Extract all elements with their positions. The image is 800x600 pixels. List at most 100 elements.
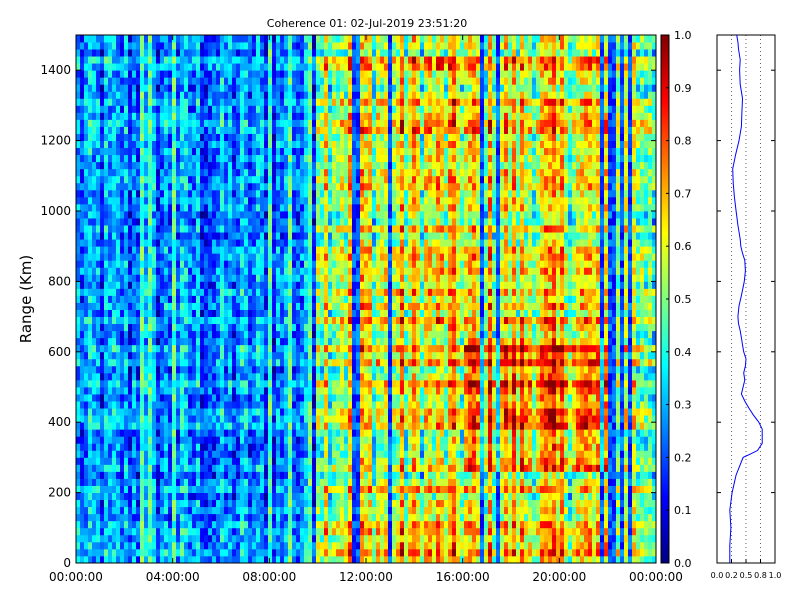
- heatmap-cell: [112, 175, 117, 184]
- heatmap-cell: [312, 260, 317, 268]
- heatmap-cell: [176, 70, 181, 78]
- heatmap-cell: [124, 91, 129, 99]
- heatmap-cell: [268, 70, 273, 78]
- heatmap-cell: [200, 520, 205, 529]
- heatmap-cell: [76, 260, 81, 268]
- heatmap-cell: [232, 358, 237, 367]
- heatmap-cell: [280, 351, 285, 360]
- heatmap-cell: [288, 534, 293, 543]
- heatmap-cell: [236, 527, 241, 536]
- heatmap-cell: [120, 126, 125, 134]
- heatmap-cell: [188, 436, 193, 444]
- heatmap-cell: [240, 253, 245, 261]
- heatmap-cell: [168, 112, 173, 120]
- heatmap-cell: [152, 42, 157, 50]
- heatmap-cell: [236, 225, 241, 233]
- heatmap-cell: [228, 555, 233, 564]
- heatmap-cell: [84, 126, 89, 134]
- heatmap-cell: [216, 168, 221, 177]
- heatmap-cell: [172, 358, 177, 367]
- heatmap-cell: [312, 513, 317, 522]
- heatmap-cell: [156, 337, 161, 346]
- heatmap-cell: [256, 295, 261, 303]
- heatmap-cell: [332, 161, 337, 170]
- heatmap-cell: [248, 147, 253, 156]
- heatmap-cell: [240, 506, 245, 515]
- heatmap-cell: [316, 42, 321, 50]
- heatmap-cell: [268, 189, 273, 198]
- heatmap-cell: [152, 267, 157, 275]
- heatmap-cell: [108, 302, 113, 310]
- heatmap-cell: [180, 401, 185, 409]
- heatmap-cell: [168, 534, 173, 543]
- heatmap-cell: [160, 344, 165, 353]
- heatmap-cell: [180, 492, 185, 501]
- heatmap-cell: [112, 161, 117, 170]
- heatmap-cell: [100, 182, 105, 191]
- heatmap-cell: [132, 499, 137, 508]
- heatmap-cell: [228, 309, 233, 317]
- heatmap-cell: [172, 49, 177, 57]
- heatmap-cell: [320, 295, 325, 303]
- heatmap-cell: [308, 84, 313, 92]
- heatmap-cell: [76, 337, 81, 346]
- heatmap-cell: [96, 541, 101, 550]
- heatmap-cell: [112, 541, 117, 550]
- heatmap-cell: [232, 401, 237, 409]
- heatmap-cell: [304, 232, 309, 240]
- heatmap-cell: [244, 394, 249, 402]
- heatmap-cell: [224, 274, 229, 282]
- heatmap-cell: [220, 253, 225, 261]
- heatmap-cell: [152, 492, 157, 501]
- heatmap-cell: [148, 295, 153, 303]
- heatmap-cell: [328, 520, 333, 529]
- heatmap-cell: [156, 91, 161, 99]
- heatmap-cell: [176, 126, 181, 134]
- heatmap-cell: [328, 49, 333, 57]
- heatmap-cell: [208, 140, 213, 149]
- heatmap-cell: [240, 246, 245, 254]
- heatmap-cell: [144, 464, 149, 472]
- heatmap-cell: [276, 77, 281, 85]
- heatmap-cell: [168, 189, 173, 198]
- heatmap-cell: [172, 436, 177, 444]
- heatmap-cell: [216, 295, 221, 303]
- heatmap-cell: [180, 281, 185, 289]
- heatmap-cell: [100, 443, 105, 451]
- heatmap-cell: [316, 112, 321, 120]
- heatmap-cell: [248, 267, 253, 275]
- heatmap-cell: [124, 253, 129, 261]
- heatmap-cell: [212, 56, 217, 64]
- heatmap-cell: [104, 436, 109, 444]
- heatmap-cell: [296, 394, 301, 402]
- heatmap-cell: [92, 133, 97, 141]
- heatmap-cell: [300, 161, 305, 170]
- heatmap-cell: [292, 211, 297, 219]
- heatmap-cell: [120, 161, 125, 170]
- heatmap-cell: [276, 49, 281, 57]
- heatmap-cell: [96, 35, 101, 43]
- heatmap-cell: [112, 323, 117, 332]
- heatmap-cell: [172, 274, 177, 282]
- heatmap-cell: [200, 140, 205, 149]
- heatmap-cell: [340, 309, 345, 317]
- heatmap-cell: [212, 112, 217, 120]
- heatmap-cell: [120, 112, 125, 120]
- heatmap-cell: [144, 77, 149, 85]
- heatmap-cell: [168, 253, 173, 261]
- heatmap-cell: [76, 35, 81, 43]
- heatmap-cell: [96, 316, 101, 325]
- heatmap-cell: [232, 429, 237, 437]
- heatmap-cell: [140, 555, 145, 564]
- heatmap-cell: [168, 147, 173, 156]
- heatmap-cell: [320, 316, 325, 325]
- heatmap-cell: [124, 288, 129, 296]
- heatmap-cell: [104, 175, 109, 184]
- heatmap-cell: [252, 175, 257, 184]
- heatmap-cell: [252, 429, 257, 437]
- heatmap-cell: [204, 168, 209, 177]
- heatmap-cell: [188, 63, 193, 71]
- heatmap-cell: [172, 175, 177, 184]
- heatmap-cell: [256, 253, 261, 261]
- heatmap-cell: [240, 126, 245, 134]
